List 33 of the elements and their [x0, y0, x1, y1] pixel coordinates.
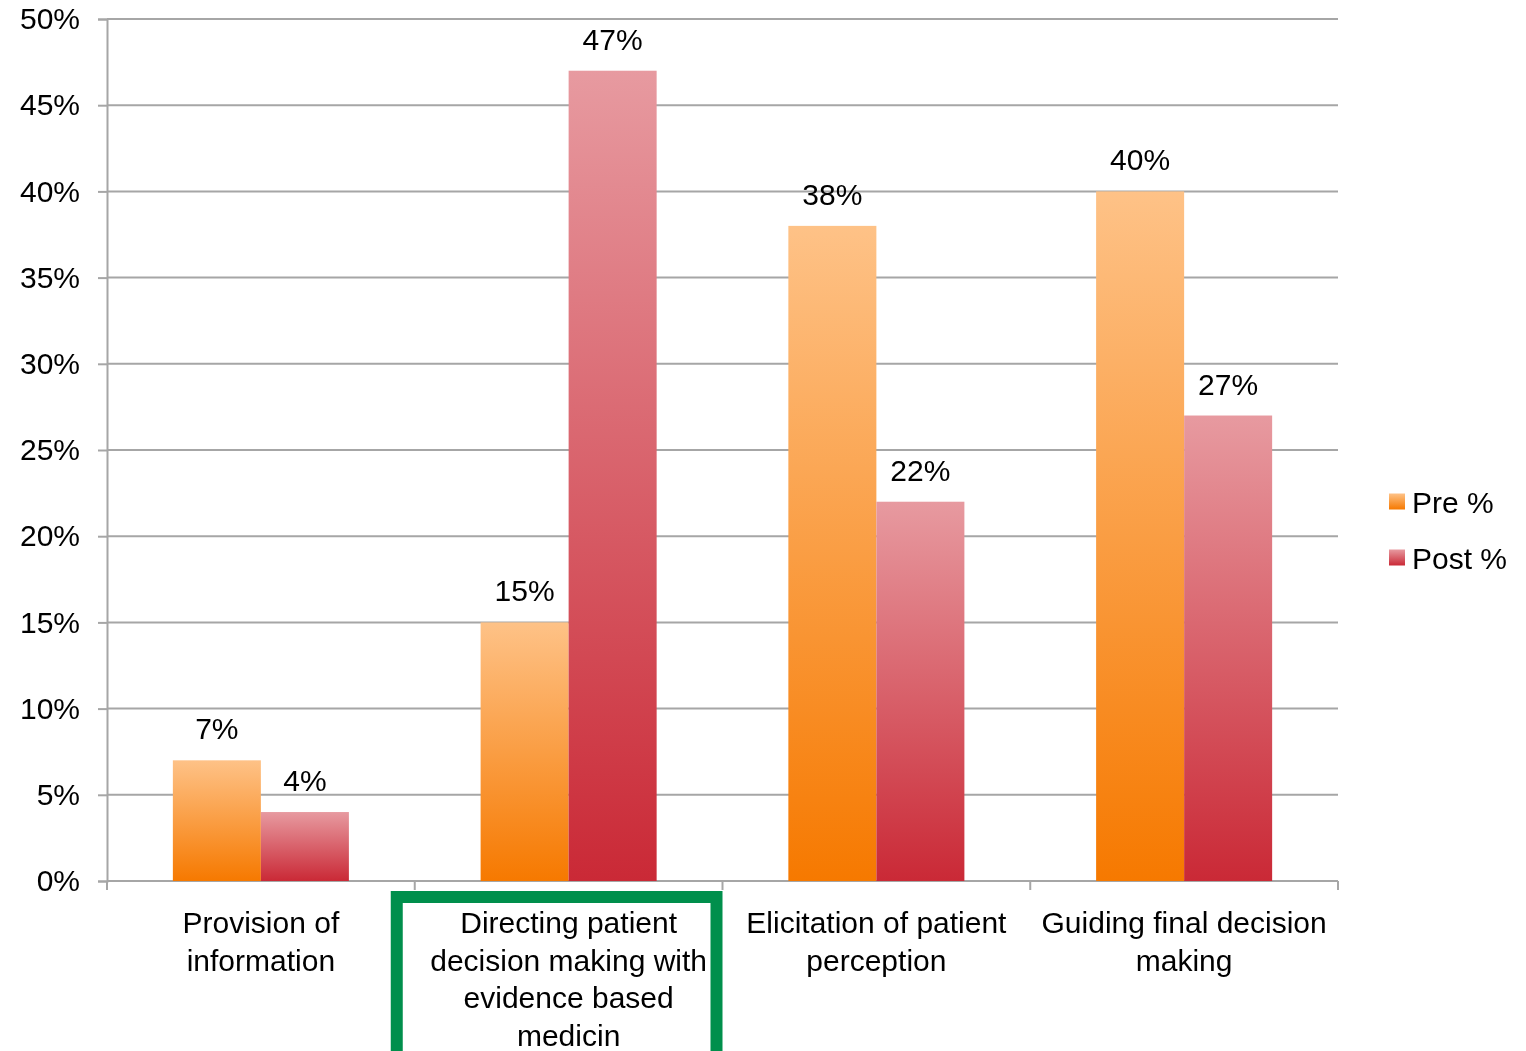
- y-tick-label: 35%: [19, 260, 80, 294]
- y-tick-label: 40%: [19, 174, 80, 208]
- y-tick-label: 20%: [19, 519, 80, 553]
- bar: [788, 225, 877, 881]
- y-tick-label: 15%: [19, 605, 80, 639]
- x-tick-label: Provision of information: [182, 906, 340, 977]
- y-tick-label: 50%: [19, 2, 80, 36]
- data-label: 7%: [195, 712, 239, 746]
- x-tick-label: Guiding final decision making: [1041, 906, 1327, 977]
- y-tick-label: 10%: [19, 691, 80, 725]
- bar: [260, 812, 349, 881]
- y-tick-label: 5%: [36, 777, 80, 811]
- bar: [876, 501, 965, 881]
- legend-label: Pre %: [1412, 485, 1494, 519]
- y-tick-label: 30%: [19, 346, 80, 380]
- bar: [1096, 191, 1185, 881]
- legend-label: Post %: [1412, 541, 1508, 575]
- x-tick-label: Elicitation of patient perception: [746, 906, 1008, 977]
- x-tick-label: Directing patient decision making with evidence based medicin: [430, 906, 708, 1051]
- bar: [480, 622, 569, 881]
- data-label: 47%: [582, 22, 643, 56]
- bar: [1184, 415, 1273, 881]
- data-label: 40%: [1110, 143, 1171, 177]
- y-tick-label: 45%: [19, 88, 80, 122]
- y-tick-label: 0%: [36, 864, 80, 898]
- data-label: 4%: [283, 764, 327, 798]
- y-tick-label: 25%: [19, 433, 80, 467]
- bar: [568, 70, 657, 881]
- data-label: 38%: [802, 177, 863, 211]
- data-label: 15%: [494, 574, 555, 608]
- data-label: 22%: [890, 453, 951, 487]
- data-label: 27%: [1198, 367, 1259, 401]
- bar: [172, 760, 261, 881]
